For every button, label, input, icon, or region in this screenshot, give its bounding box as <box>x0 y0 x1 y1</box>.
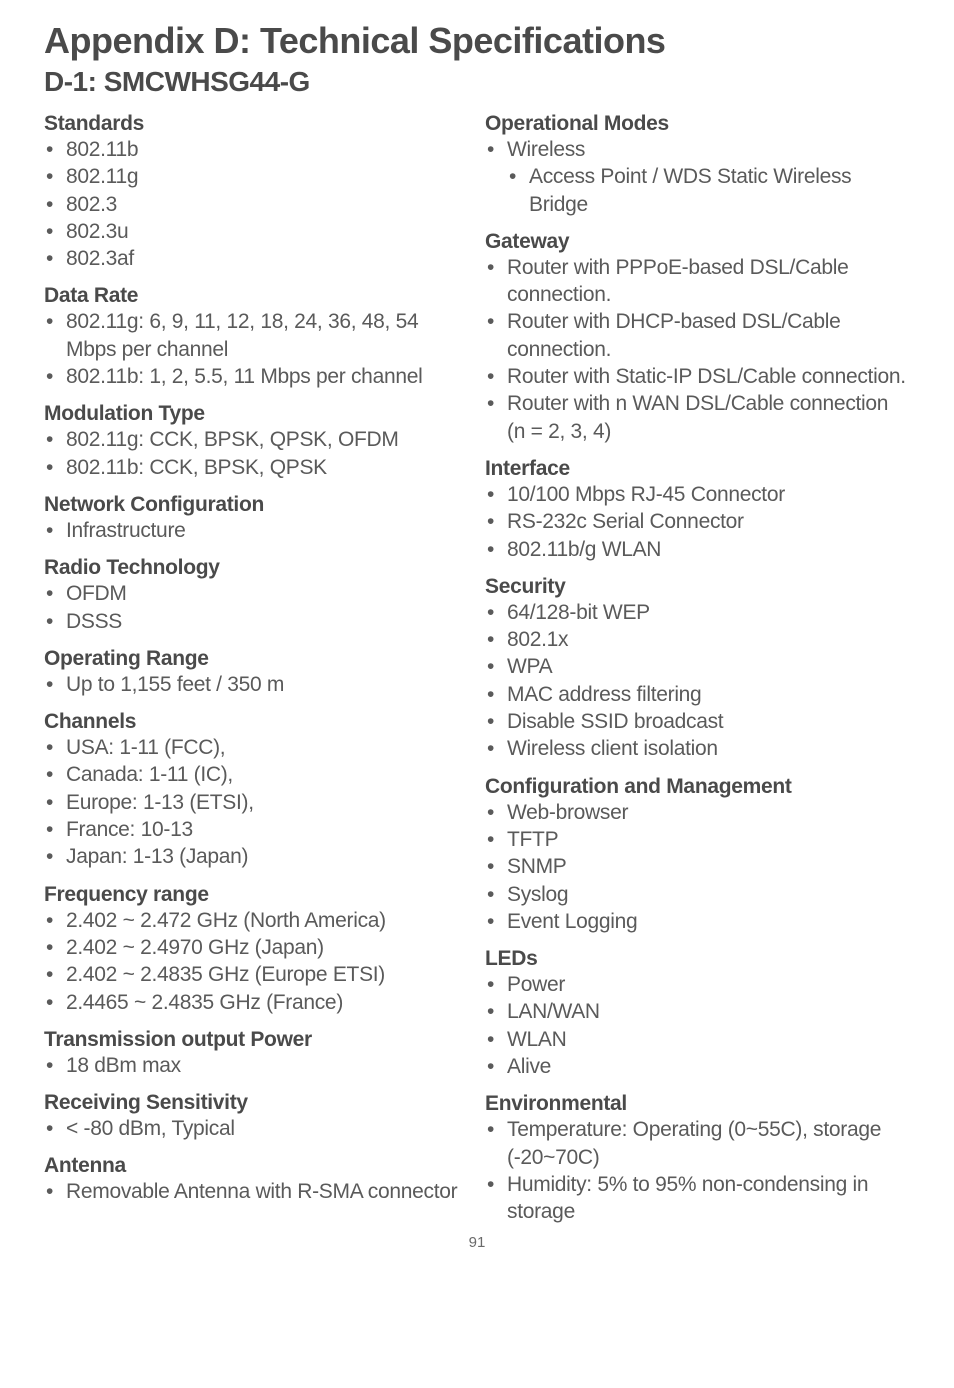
section-list: 802.11g: CCK, BPSK, QPSK, OFDM802.11b: C… <box>44 426 469 481</box>
section-heading: Security <box>485 575 910 599</box>
list-item: 802.3 <box>44 191 469 218</box>
section-heading: Receiving Sensitivity <box>44 1091 469 1115</box>
list-item: Up to 1,155 feet / 350 m <box>44 671 469 698</box>
list-item: Japan: 1-13 (Japan) <box>44 843 469 870</box>
list-item: 10/100 Mbps RJ-45 Connector <box>485 481 910 508</box>
section-heading: Modulation Type <box>44 402 469 426</box>
list-item: Canada: 1-11 (IC), <box>44 761 469 788</box>
list-item: 802.11b <box>44 136 469 163</box>
section-list: 64/128-bit WEP802.1xWPAMAC address filte… <box>485 599 910 763</box>
list-item: Removable Antenna with R-SMA connector <box>44 1178 469 1205</box>
right-column: Operational ModesWirelessAccess Point / … <box>485 100 910 1228</box>
list-item: 2.402 ~ 2.4835 GHz (Europe ETSI) <box>44 961 469 988</box>
content-columns: Standards802.11b802.11g802.3802.3u802.3a… <box>44 100 910 1228</box>
list-item: DSSS <box>44 608 469 635</box>
list-item: SNMP <box>485 853 910 880</box>
section-list: Web-browserTFTPSNMPSyslogEvent Logging <box>485 799 910 935</box>
page-number: 91 <box>44 1234 910 1251</box>
section-heading: Operating Range <box>44 647 469 671</box>
list-item: Web-browser <box>485 799 910 826</box>
list-item: 2.4465 ~ 2.4835 GHz (France) <box>44 989 469 1016</box>
list-item: LAN/WAN <box>485 998 910 1025</box>
list-item: Europe: 1-13 (ETSI), <box>44 789 469 816</box>
list-item: Event Logging <box>485 908 910 935</box>
list-item: RS-232c Serial Connector <box>485 508 910 535</box>
list-item: Alive <box>485 1053 910 1080</box>
list-item: Infrastructure <box>44 517 469 544</box>
list-item: Router with n WAN DSL/Cable connection (… <box>485 390 910 445</box>
section-heading: LEDs <box>485 947 910 971</box>
list-item: MAC address filtering <box>485 681 910 708</box>
list-item: Wireless client isolation <box>485 735 910 762</box>
list-item: 802.11g: CCK, BPSK, QPSK, OFDM <box>44 426 469 453</box>
section-heading: Interface <box>485 457 910 481</box>
list-item: Wireless <box>485 136 910 163</box>
section-heading: Configuration and Management <box>485 775 910 799</box>
list-item: Humidity: 5% to 95% non-condensing in st… <box>485 1171 910 1226</box>
section-heading: Data Rate <box>44 284 469 308</box>
section-list: 802.11b802.11g802.3802.3u802.3af <box>44 136 469 272</box>
list-item: 2.402 ~ 2.4970 GHz (Japan) <box>44 934 469 961</box>
list-item: TFTP <box>485 826 910 853</box>
section-heading: Transmission output Power <box>44 1028 469 1052</box>
list-item: 802.11g <box>44 163 469 190</box>
page-subtitle: D-1: SMCWHSG44-G <box>44 66 910 98</box>
section-heading: Radio Technology <box>44 556 469 580</box>
list-item: Temperature: Operating (0~55C), storage … <box>485 1116 910 1171</box>
section-heading: Antenna <box>44 1154 469 1178</box>
section-list: PowerLAN/WANWLANAlive <box>485 971 910 1080</box>
list-subitem: Access Point / WDS Static Wireless Bridg… <box>485 163 910 218</box>
section-list: 18 dBm max <box>44 1052 469 1079</box>
section-list: Up to 1,155 feet / 350 m <box>44 671 469 698</box>
section-list: < -80 dBm, Typical <box>44 1115 469 1142</box>
list-item: Power <box>485 971 910 998</box>
section-list: Router with PPPoE-based DSL/Cable connec… <box>485 254 910 445</box>
list-item: France: 10-13 <box>44 816 469 843</box>
list-item: USA: 1-11 (FCC), <box>44 734 469 761</box>
page-title: Appendix D: Technical Specifications <box>44 20 910 62</box>
section-list: Infrastructure <box>44 517 469 544</box>
list-item: 802.3u <box>44 218 469 245</box>
section-heading: Operational Modes <box>485 112 910 136</box>
list-item: 64/128-bit WEP <box>485 599 910 626</box>
section-list: 802.11g: 6, 9, 11, 12, 18, 24, 36, 48, 5… <box>44 308 469 390</box>
section-list: Temperature: Operating (0~55C), storage … <box>485 1116 910 1225</box>
list-item: 802.3af <box>44 245 469 272</box>
list-item: Router with PPPoE-based DSL/Cable connec… <box>485 254 910 309</box>
list-item: 802.11b/g WLAN <box>485 536 910 563</box>
list-item: WPA <box>485 653 910 680</box>
list-item: 2.402 ~ 2.472 GHz (North America) <box>44 907 469 934</box>
section-heading: Gateway <box>485 230 910 254</box>
section-heading: Frequency range <box>44 883 469 907</box>
list-item: OFDM <box>44 580 469 607</box>
section-list: 10/100 Mbps RJ-45 ConnectorRS-232c Seria… <box>485 481 910 563</box>
list-item: 802.11b: 1, 2, 5.5, 11 Mbps per channel <box>44 363 469 390</box>
list-item: 802.11g: 6, 9, 11, 12, 18, 24, 36, 48, 5… <box>44 308 469 363</box>
list-item: < -80 dBm, Typical <box>44 1115 469 1142</box>
section-list: OFDMDSSS <box>44 580 469 635</box>
section-heading: Environmental <box>485 1092 910 1116</box>
section-heading: Network Configuration <box>44 493 469 517</box>
section-heading: Standards <box>44 112 469 136</box>
list-item: Syslog <box>485 881 910 908</box>
list-item: 18 dBm max <box>44 1052 469 1079</box>
list-item: 802.1x <box>485 626 910 653</box>
list-item: Router with DHCP-based DSL/Cable connect… <box>485 308 910 363</box>
section-list: 2.402 ~ 2.472 GHz (North America)2.402 ~… <box>44 907 469 1016</box>
section-list: USA: 1-11 (FCC),Canada: 1-11 (IC),Europe… <box>44 734 469 870</box>
list-item: Router with Static-IP DSL/Cable connecti… <box>485 363 910 390</box>
left-column: Standards802.11b802.11g802.3802.3u802.3a… <box>44 100 469 1228</box>
section-list: WirelessAccess Point / WDS Static Wirele… <box>485 136 910 218</box>
section-heading: Channels <box>44 710 469 734</box>
section-list: Removable Antenna with R-SMA connector <box>44 1178 469 1205</box>
list-item: 802.11b: CCK, BPSK, QPSK <box>44 454 469 481</box>
list-item: WLAN <box>485 1026 910 1053</box>
list-item: Disable SSID broadcast <box>485 708 910 735</box>
